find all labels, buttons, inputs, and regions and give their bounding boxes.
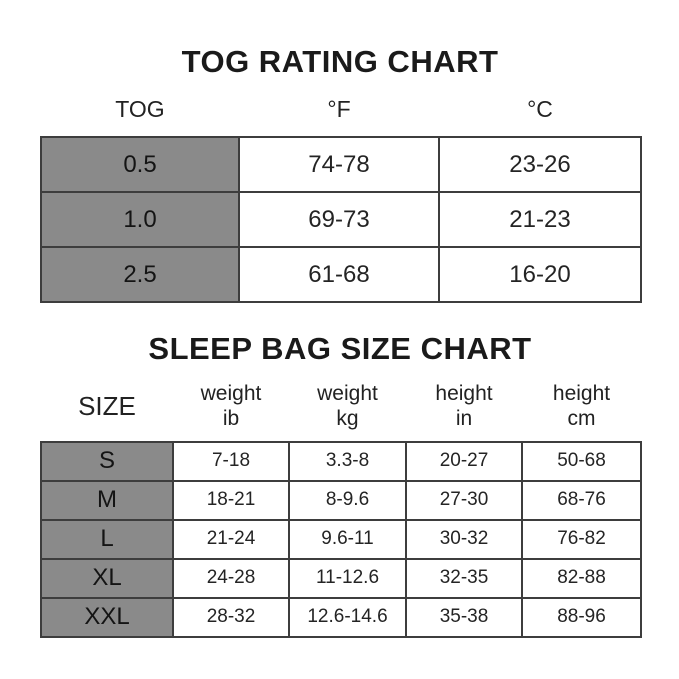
size-label-cell: S xyxy=(40,440,174,482)
table-row: 2.5 61-68 16-20 xyxy=(40,246,642,303)
weight-kg-cell: 11-12.6 xyxy=(288,557,407,599)
header-label: height xyxy=(435,382,493,405)
height-in-cell: 27-30 xyxy=(405,479,523,521)
header-unit: kg xyxy=(336,406,359,430)
tog-rating-section: TOG RATING CHART TOG °F °C 0.5 74-78 23-… xyxy=(40,44,642,303)
tog-rating-table: TOG °F °C 0.5 74-78 23-26 1.0 69-73 21-2… xyxy=(40,80,642,303)
weight-lb-cell: 18-21 xyxy=(172,479,290,521)
height-cm-cell: 50-68 xyxy=(521,440,642,482)
weight-lb-cell: 28-32 xyxy=(172,596,290,638)
weight-lb-column-header: weight ib xyxy=(173,367,289,442)
weight-lb-cell: 24-28 xyxy=(172,557,290,599)
fahrenheit-range-cell: 74-78 xyxy=(238,136,440,193)
table-row: L 21-24 9.6-11 30-32 76-82 xyxy=(40,518,642,560)
height-in-cell: 32-35 xyxy=(405,557,523,599)
weight-kg-cell: 9.6-11 xyxy=(288,518,407,560)
height-in-cell: 30-32 xyxy=(405,518,523,560)
weight-kg-column-header: weight kg xyxy=(289,367,406,442)
size-label-cell: L xyxy=(40,518,174,560)
weight-lb-cell: 7-18 xyxy=(172,440,290,482)
celsius-range-cell: 23-26 xyxy=(438,136,642,193)
height-cm-cell: 76-82 xyxy=(521,518,642,560)
size-label-cell: XL xyxy=(40,557,174,599)
header-label: weight xyxy=(317,382,378,405)
table-row: 0.5 74-78 23-26 xyxy=(40,136,642,193)
header-label: weight xyxy=(200,382,262,405)
fahrenheit-range-cell: 69-73 xyxy=(238,191,440,248)
tog-chart-title: TOG RATING CHART xyxy=(181,44,499,79)
celsius-range-cell: 16-20 xyxy=(438,246,642,303)
header-label: height xyxy=(552,382,611,405)
height-in-cell: 20-27 xyxy=(405,440,523,482)
table-row: XL 24-28 11-12.6 32-35 82-88 xyxy=(40,557,642,599)
fahrenheit-range-cell: 61-68 xyxy=(238,246,440,303)
tog-value-cell: 2.5 xyxy=(40,246,240,303)
weight-kg-cell: 8-9.6 xyxy=(288,479,407,521)
weight-kg-cell: 3.3-8 xyxy=(288,440,407,482)
size-label-cell: M xyxy=(40,479,174,521)
tog-value-cell: 1.0 xyxy=(40,191,240,248)
height-cm-cell: 82-88 xyxy=(521,557,642,599)
header-unit: in xyxy=(455,406,473,430)
height-cm-column-header: height cm xyxy=(522,367,641,442)
size-header-row: SIZE weight ib weight kg height in heigh… xyxy=(41,367,641,442)
size-chart-title: SLEEP BAG SIZE CHART xyxy=(148,331,532,366)
height-cm-cell: 68-76 xyxy=(521,479,642,521)
header-unit: ib xyxy=(222,406,240,430)
header-unit: cm xyxy=(567,406,596,430)
size-label-cell: XXL xyxy=(40,596,174,638)
height-in-column-header: height in xyxy=(406,367,522,442)
size-column-header: SIZE xyxy=(78,391,136,422)
tog-column-header: TOG xyxy=(115,96,165,122)
fahrenheit-column-header: °F xyxy=(327,96,351,122)
tog-value-cell: 0.5 xyxy=(40,136,240,193)
table-row: M 18-21 8-9.6 27-30 68-76 xyxy=(40,479,642,521)
sleep-bag-size-table: SIZE weight ib weight kg height in heigh… xyxy=(40,367,642,638)
table-row: XXL 28-32 12.6-14.6 35-38 88-96 xyxy=(40,596,642,638)
height-in-cell: 35-38 xyxy=(405,596,523,638)
tog-header-row: TOG °F °C xyxy=(41,80,641,137)
weight-kg-cell: 12.6-14.6 xyxy=(288,596,407,638)
celsius-range-cell: 21-23 xyxy=(438,191,642,248)
celsius-column-header: °C xyxy=(527,96,553,122)
height-cm-cell: 88-96 xyxy=(521,596,642,638)
table-row: 1.0 69-73 21-23 xyxy=(40,191,642,248)
table-row: S 7-18 3.3-8 20-27 50-68 xyxy=(40,440,642,482)
weight-lb-cell: 21-24 xyxy=(172,518,290,560)
sleep-bag-size-section: SLEEP BAG SIZE CHART SIZE weight ib weig… xyxy=(40,331,642,638)
